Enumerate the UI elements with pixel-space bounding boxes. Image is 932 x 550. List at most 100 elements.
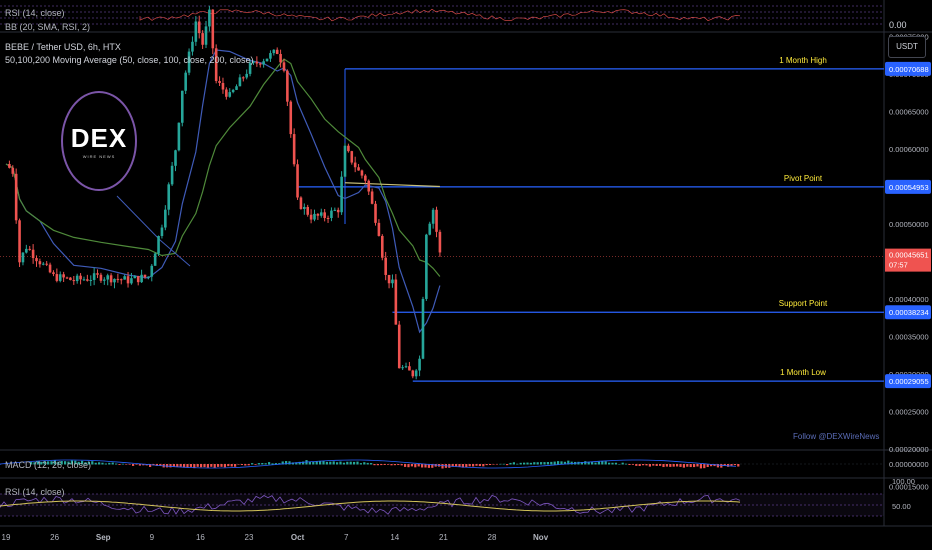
rsi-ma-line <box>0 500 741 512</box>
candle-body <box>255 61 259 64</box>
level-price-tag <box>885 179 931 194</box>
candle-body <box>65 277 69 279</box>
macd-histogram-bar <box>98 462 101 465</box>
chart-title: BEBE / Tether USD, 6h, HTX <box>5 42 121 52</box>
candle-body <box>272 49 276 54</box>
macd-histogram-bar <box>553 461 556 465</box>
macd-histogram-bar <box>319 460 322 465</box>
macd-histogram-bar <box>417 464 420 467</box>
macd-histogram-bar <box>342 462 345 465</box>
macd-histogram-bar <box>70 460 73 465</box>
level-price-value: 0.00070688 <box>889 65 929 74</box>
macd-histogram-bar <box>295 462 298 465</box>
macd-histogram-bar <box>230 464 233 467</box>
candle-body <box>82 279 86 281</box>
candle-body <box>414 370 418 377</box>
macd-histogram-bar <box>502 463 505 465</box>
candle-body <box>86 279 89 281</box>
macd-histogram-bar <box>169 464 172 468</box>
macd-histogram-bar <box>458 464 461 467</box>
currency-button[interactable]: USDT <box>888 36 926 58</box>
candle-body <box>367 180 371 192</box>
candle-body <box>92 273 96 280</box>
macd-histogram-bar <box>485 464 488 466</box>
candle-body <box>136 276 140 283</box>
candle-body <box>401 367 404 369</box>
macd-histogram-bar <box>104 463 107 465</box>
macd-histogram-bar <box>108 462 111 465</box>
macd-histogram-bar <box>431 464 434 468</box>
y-tick-label: 0.00025000 <box>889 408 929 417</box>
macd-histogram-bar <box>353 461 356 465</box>
macd-histogram-bar <box>635 464 638 466</box>
candle-body <box>343 145 347 177</box>
macd-histogram-bar <box>723 464 726 466</box>
top-rsi-line <box>139 8 741 22</box>
macd-histogram-bar <box>332 461 335 465</box>
macd-histogram-bar <box>669 464 672 467</box>
x-tick-label: 14 <box>390 533 399 542</box>
x-tick-label: 28 <box>488 533 497 542</box>
candle-body <box>14 173 18 221</box>
macd-histogram-bar <box>67 461 70 465</box>
candle-body <box>313 213 316 220</box>
macd-histogram-bar <box>74 460 77 465</box>
candle-body <box>394 279 398 325</box>
macd-histogram-bar <box>567 460 570 465</box>
candle-body <box>31 249 35 259</box>
candle-body <box>35 258 38 262</box>
macd-histogram-bar <box>254 464 257 465</box>
candle-body <box>404 366 408 368</box>
y-tick-label: 0.00050000 <box>889 220 929 229</box>
macd-histogram-bar <box>628 464 631 466</box>
macd-histogram-bar <box>631 464 634 465</box>
candle-body <box>211 9 215 49</box>
macd-histogram-bar <box>349 461 352 465</box>
candle-body <box>99 274 103 281</box>
macd-histogram-bar <box>679 464 682 467</box>
macd-histogram-bar <box>94 462 97 465</box>
current-price-value: 0.00045651 <box>889 251 929 260</box>
dex-logo: DEX WIRE NEWS <box>61 91 137 191</box>
macd-histogram-bar <box>36 461 39 465</box>
candle-body <box>265 58 269 62</box>
macd-histogram-bar <box>393 464 396 466</box>
macd-histogram-bar <box>597 461 600 465</box>
candle-body <box>130 278 133 284</box>
macd-histogram-bar <box>302 461 305 465</box>
macd-histogram-bar <box>329 461 332 465</box>
candle-body <box>133 276 137 279</box>
macd-histogram-bar <box>642 464 645 466</box>
macd-histogram-bar <box>189 464 192 467</box>
macd-histogram-bar <box>234 464 237 467</box>
candle-body <box>62 274 65 278</box>
macd-histogram-bar <box>703 464 706 469</box>
macd-histogram-bar <box>383 464 386 465</box>
macd-histogram-bar <box>665 464 668 467</box>
macd-histogram-bar <box>274 463 277 465</box>
macd-histogram-bar <box>217 464 220 467</box>
candle-body <box>397 324 401 369</box>
macd-histogram-bar <box>720 464 723 468</box>
candle-body <box>353 162 357 168</box>
y-tick-label: 0.00015000 <box>889 483 929 492</box>
macd-histogram-bar <box>390 464 393 466</box>
rsi-tick-label: 100.00 <box>892 477 915 486</box>
macd-histogram-bar <box>346 461 349 465</box>
candle-body <box>109 275 113 283</box>
logo-subtext: WIRE NEWS <box>82 154 116 159</box>
macd-histogram-bar <box>676 464 679 467</box>
macd-histogram-bar <box>179 464 182 467</box>
candle-body <box>357 167 360 171</box>
candle-body <box>316 213 320 216</box>
macd-histogram-bar <box>237 464 240 465</box>
level-price-tag <box>885 305 931 320</box>
candle-body <box>380 235 384 258</box>
macd-histogram-bar <box>359 463 362 465</box>
candle-body <box>204 26 208 45</box>
candle-body <box>299 197 303 209</box>
candle-body <box>374 203 377 223</box>
macd-histogram-bar <box>614 462 617 465</box>
x-tick-label: Oct <box>291 533 305 542</box>
